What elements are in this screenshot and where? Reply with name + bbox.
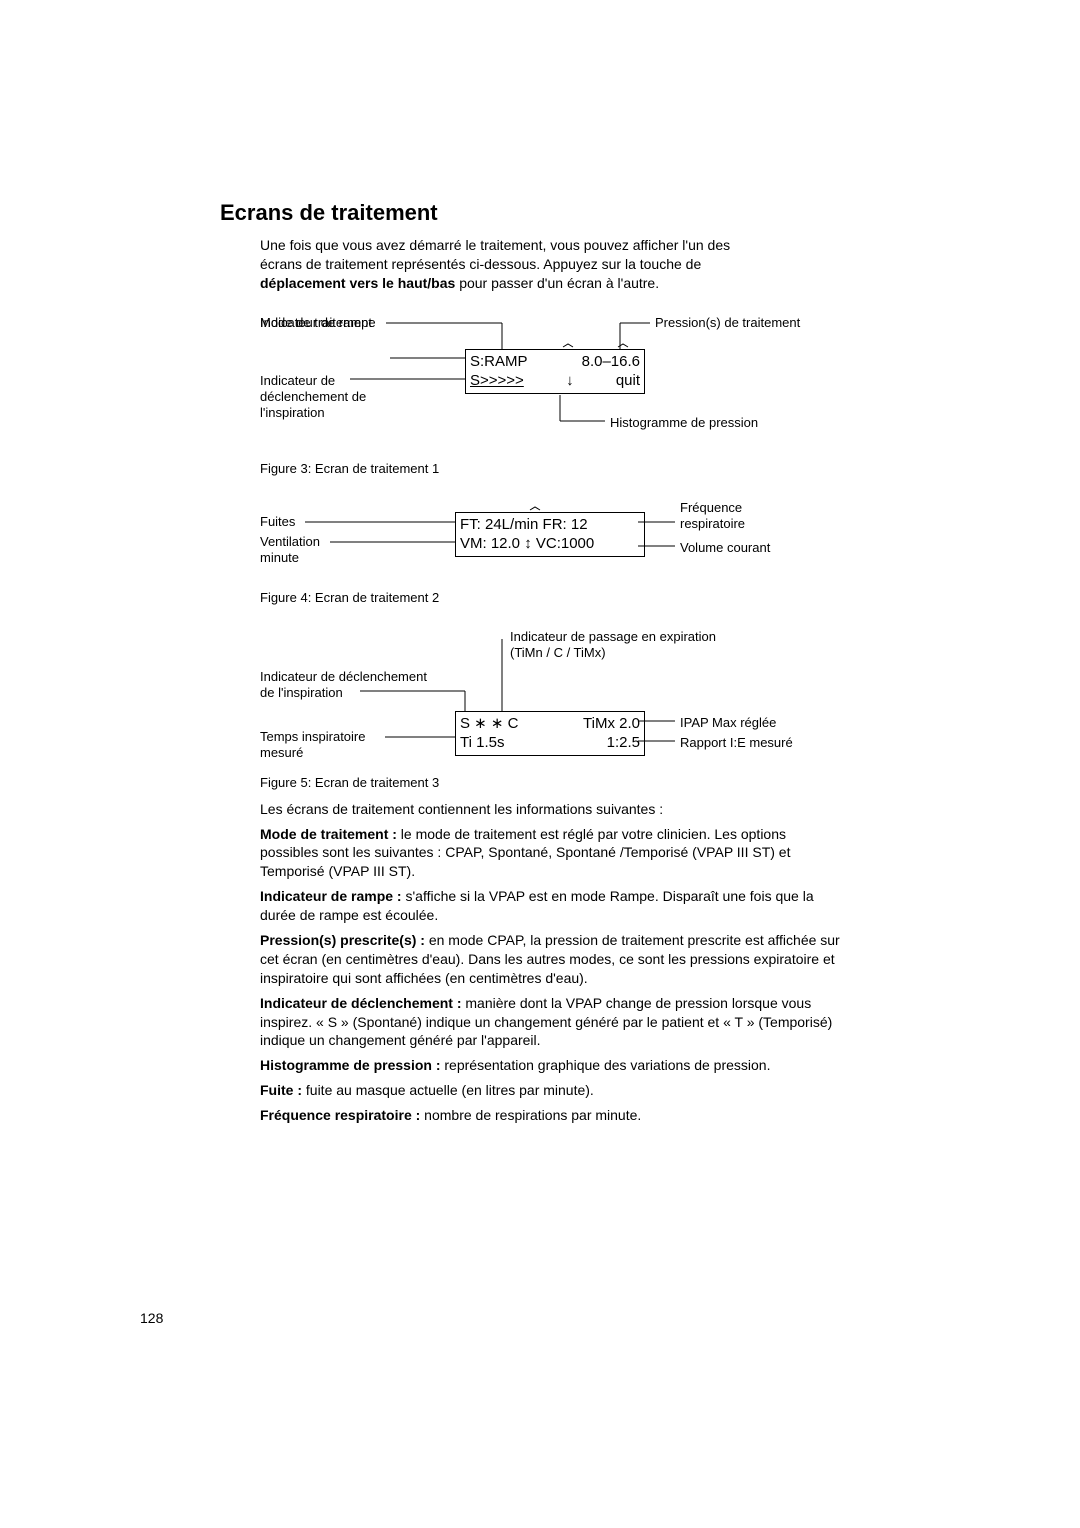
body-t5: représentation graphique des variations …	[441, 1057, 771, 1073]
figure-3-connectors	[260, 629, 840, 769]
body-b3: Pression(s) prescrite(s) :	[260, 932, 425, 948]
body-b6: Fuite :	[260, 1082, 302, 1098]
body-t6: fuite au masque actuelle (en litres par …	[302, 1082, 594, 1098]
intro-paragraph: Une fois que vous avez démarré le traite…	[260, 236, 840, 293]
figure-1-connectors	[260, 315, 840, 455]
figure-3: Indicateur de passage en expiration (TiM…	[260, 629, 840, 790]
body-t7: nombre de respirations par minute.	[420, 1107, 641, 1123]
body-b5: Histogramme de pression :	[260, 1057, 441, 1073]
intro-after-bold: pour passer d'un écran à l'autre.	[455, 275, 659, 291]
figure-3-caption: Figure 5: Ecran de traitement 3	[260, 775, 840, 790]
body-text: Les écrans de traitement contiennent les…	[260, 800, 840, 1125]
figure-1: Indicateur de rampe Mode de traitement I…	[260, 315, 840, 476]
intro-bold: déplacement vers le haut/bas	[260, 275, 455, 291]
figure-1-caption: Figure 3: Ecran de traitement 1	[260, 461, 840, 476]
body-b2: Indicateur de rampe :	[260, 888, 402, 904]
page-heading: Ecrans de traitement	[220, 200, 840, 226]
figure-2-caption: Figure 4: Ecran de traitement 2	[260, 590, 840, 605]
figure-2-connectors	[260, 500, 840, 580]
body-p0: Les écrans de traitement contiennent les…	[260, 800, 840, 819]
body-b7: Fréquence respiratoire :	[260, 1107, 420, 1123]
figure-2: Fuites Ventilation minute Fréquence resp…	[260, 500, 840, 605]
intro-line2: écrans de traitement représentés ci-dess…	[260, 256, 701, 272]
intro-line1: Une fois que vous avez démarré le traite…	[260, 237, 730, 253]
body-b4: Indicateur de déclenchement :	[260, 995, 462, 1011]
body-b1: Mode de traitement :	[260, 826, 397, 842]
page-number: 128	[140, 1310, 163, 1326]
